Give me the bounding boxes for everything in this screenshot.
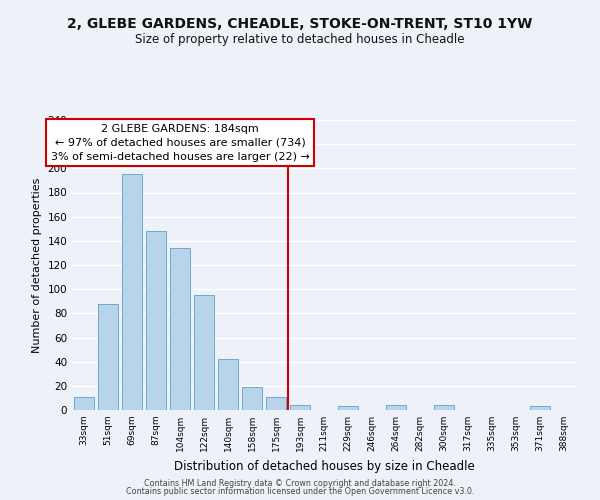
- Text: 2, GLEBE GARDENS, CHEADLE, STOKE-ON-TRENT, ST10 1YW: 2, GLEBE GARDENS, CHEADLE, STOKE-ON-TREN…: [67, 18, 533, 32]
- Bar: [434, 405, 454, 410]
- Bar: [290, 405, 310, 410]
- Text: Size of property relative to detached houses in Cheadle: Size of property relative to detached ho…: [135, 32, 465, 46]
- Y-axis label: Number of detached properties: Number of detached properties: [32, 178, 42, 352]
- X-axis label: Distribution of detached houses by size in Cheadle: Distribution of detached houses by size …: [173, 460, 475, 472]
- Bar: [386, 405, 406, 410]
- Bar: [530, 406, 550, 410]
- Bar: [218, 359, 238, 410]
- Text: Contains HM Land Registry data © Crown copyright and database right 2024.: Contains HM Land Registry data © Crown c…: [144, 478, 456, 488]
- Bar: [338, 406, 358, 410]
- Text: Contains public sector information licensed under the Open Government Licence v3: Contains public sector information licen…: [126, 487, 474, 496]
- Bar: [98, 304, 118, 410]
- Bar: [170, 248, 190, 410]
- Text: 2 GLEBE GARDENS: 184sqm
← 97% of detached houses are smaller (734)
3% of semi-de: 2 GLEBE GARDENS: 184sqm ← 97% of detache…: [50, 124, 310, 162]
- Bar: [242, 387, 262, 410]
- Bar: [122, 174, 142, 410]
- Bar: [266, 396, 286, 410]
- Bar: [194, 295, 214, 410]
- Bar: [74, 396, 94, 410]
- Bar: [146, 231, 166, 410]
